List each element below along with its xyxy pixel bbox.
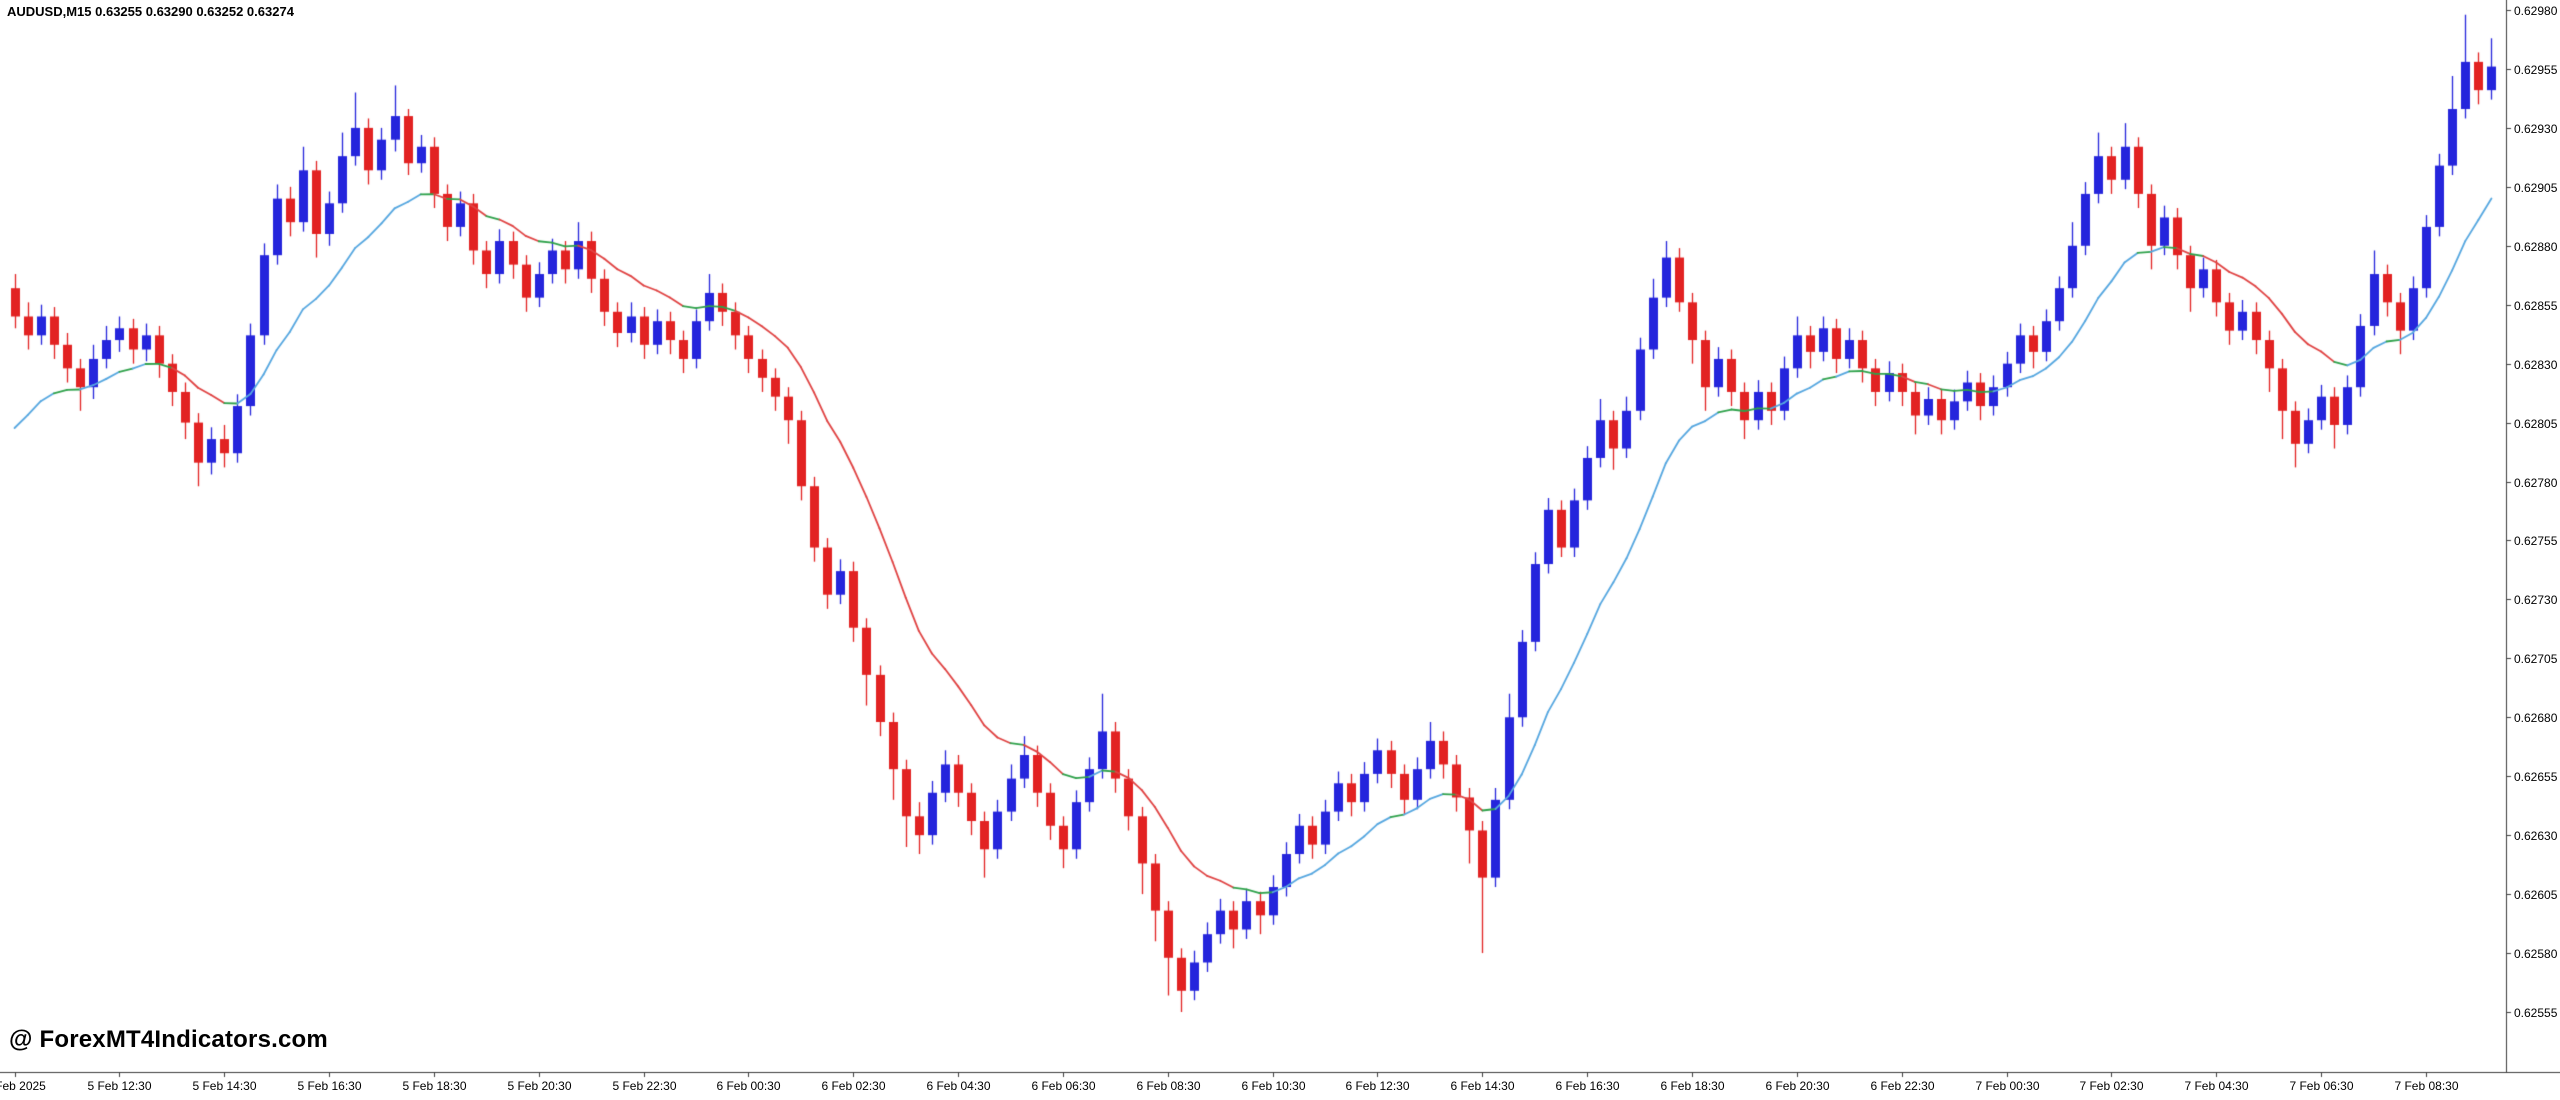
time-tick-label: 6 Feb 14:30 [1450,1079,1515,1093]
time-tick-label: 6 Feb 08:30 [1136,1079,1201,1093]
time-tick-label: 7 Feb 06:30 [2289,1079,2354,1093]
price-tick-label: 0.62980 [2514,3,2558,18]
price-tick-label: 0.62805 [2514,416,2558,431]
time-tick-label: 7 Feb 02:30 [2079,1079,2144,1093]
time-tick-label: 6 Feb 00:30 [716,1079,781,1093]
time-tick-label: 7 Feb 00:30 [1975,1079,2040,1093]
price-tick-label: 0.62755 [2514,533,2558,548]
price-tick-label: 0.62880 [2514,239,2558,254]
price-tick-label: 0.62680 [2514,710,2558,725]
price-tick-label: 0.62605 [2514,887,2558,902]
time-tick-label: 6 Feb 06:30 [1031,1079,1096,1093]
price-tick-label: 0.62830 [2514,357,2558,372]
time-tick-label: 6 Feb 12:30 [1345,1079,1410,1093]
price-tick-label: 0.62555 [2514,1005,2558,1020]
time-tick-label: 5 Feb 2025 [0,1079,46,1093]
time-tick-label: 6 Feb 22:30 [1870,1079,1935,1093]
time-axis[interactable]: 5 Feb 2025 5 Feb 12:30 5 Feb 14:30 5 Feb 16… [0,1073,2560,1100]
time-tick-label: 5 Feb 14:30 [192,1079,257,1093]
price-axis[interactable]: 0.62980 0.62955 0.62930 0.62905 0.62880 0.628… [2507,0,2560,1072]
time-tick-label: 5 Feb 12:30 [87,1079,152,1093]
time-tick-label: 6 Feb 20:30 [1765,1079,1830,1093]
watermark: @ ForexMT4Indicators.com [9,1026,328,1053]
time-tick-label: 6 Feb 04:30 [926,1079,991,1093]
time-tick-label: 6 Feb 02:30 [821,1079,886,1093]
time-tick-label: 5 Feb 20:30 [507,1079,572,1093]
price-tick-label: 0.62655 [2514,769,2558,784]
price-tick-label: 0.62955 [2514,62,2558,77]
price-tick-label: 0.62730 [2514,592,2558,607]
time-tick-label: 6 Feb 10:30 [1241,1079,1306,1093]
time-tick-label: 7 Feb 08:30 [2394,1079,2459,1093]
time-tick-label: 5 Feb 18:30 [402,1079,467,1093]
price-tick-label: 0.62580 [2514,946,2558,961]
price-tick-label: 0.62705 [2514,651,2558,666]
time-tick-label: 6 Feb 18:30 [1660,1079,1725,1093]
time-tick-label: 6 Feb 16:30 [1555,1079,1620,1093]
price-tick-label: 0.62930 [2514,121,2558,136]
time-tick-label: 7 Feb 04:30 [2184,1079,2249,1093]
price-tick-label: 0.62855 [2514,298,2558,313]
price-tick-label: 0.62780 [2514,475,2558,490]
time-tick-label: 5 Feb 16:30 [297,1079,362,1093]
chart-title: AUDUSD,M15 0.63255 0.63290 0.63252 0.632… [7,4,294,19]
time-tick-label: 5 Feb 22:30 [612,1079,677,1093]
price-tick-label: 0.62630 [2514,828,2558,843]
price-tick-label: 0.62905 [2514,180,2558,195]
